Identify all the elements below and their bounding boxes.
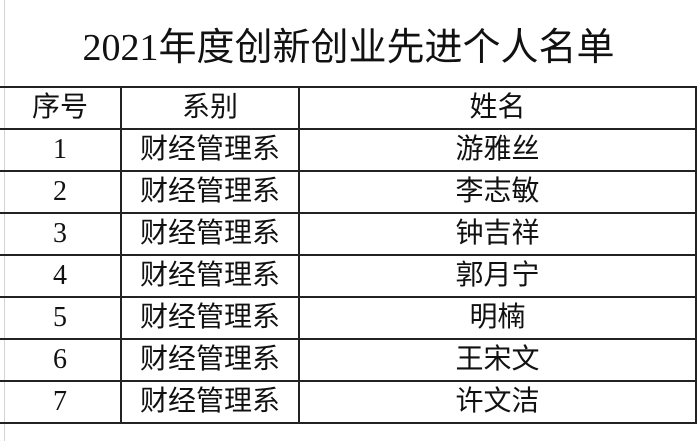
name-cell[interactable]: 钟吉祥 [298, 212, 697, 256]
name-cell[interactable]: 许文洁 [298, 380, 697, 424]
department-cell[interactable]: 财经管理系 [120, 380, 300, 424]
index-cell[interactable]: 3 [0, 212, 122, 256]
department-cell[interactable]: 财经管理系 [120, 338, 300, 382]
department-cell[interactable]: 财经管理系 [120, 254, 300, 298]
index-cell[interactable]: 2 [0, 170, 122, 214]
sheet-title[interactable]: 2021年度创新创业先进个人名单 [82, 27, 615, 69]
header-row: 序号 系别 姓名 [0, 86, 697, 130]
table-row: 5 财经管理系 明楠 [0, 296, 697, 340]
header-cell-name[interactable]: 姓名 [298, 86, 697, 130]
name-cell[interactable]: 王宋文 [298, 338, 697, 382]
table-row: 6 财经管理系 王宋文 [0, 338, 697, 382]
index-cell[interactable]: 4 [0, 254, 122, 298]
table-row: 4 财经管理系 郭月宁 [0, 254, 697, 298]
index-cell[interactable]: 1 [0, 128, 122, 172]
index-cell[interactable]: 6 [0, 338, 122, 382]
department-cell[interactable]: 财经管理系 [120, 170, 300, 214]
index-cell[interactable]: 5 [0, 296, 122, 340]
index-cell[interactable]: 7 [0, 380, 122, 424]
roster-table: 序号 系别 姓名 1 财经管理系 游雅丝 2 财经管理系 李志敏 3 财经管理系 钟吉祥 4 财经管… [0, 86, 697, 424]
name-cell[interactable]: 游雅丝 [298, 128, 697, 172]
name-cell[interactable]: 李志敏 [298, 170, 697, 214]
name-cell[interactable]: 明楠 [298, 296, 697, 340]
department-cell[interactable]: 财经管理系 [120, 212, 300, 256]
department-cell[interactable]: 财经管理系 [120, 296, 300, 340]
table-row: 7 财经管理系 许文洁 [0, 380, 697, 424]
table-row: 1 财经管理系 游雅丝 [0, 128, 697, 172]
header-cell-department[interactable]: 系别 [120, 86, 300, 130]
table-row: 2 财经管理系 李志敏 [0, 170, 697, 214]
name-cell[interactable]: 郭月宁 [298, 254, 697, 298]
header-cell-index[interactable]: 序号 [0, 86, 122, 130]
department-cell[interactable]: 财经管理系 [120, 128, 300, 172]
table-row: 3 财经管理系 钟吉祥 [0, 212, 697, 256]
